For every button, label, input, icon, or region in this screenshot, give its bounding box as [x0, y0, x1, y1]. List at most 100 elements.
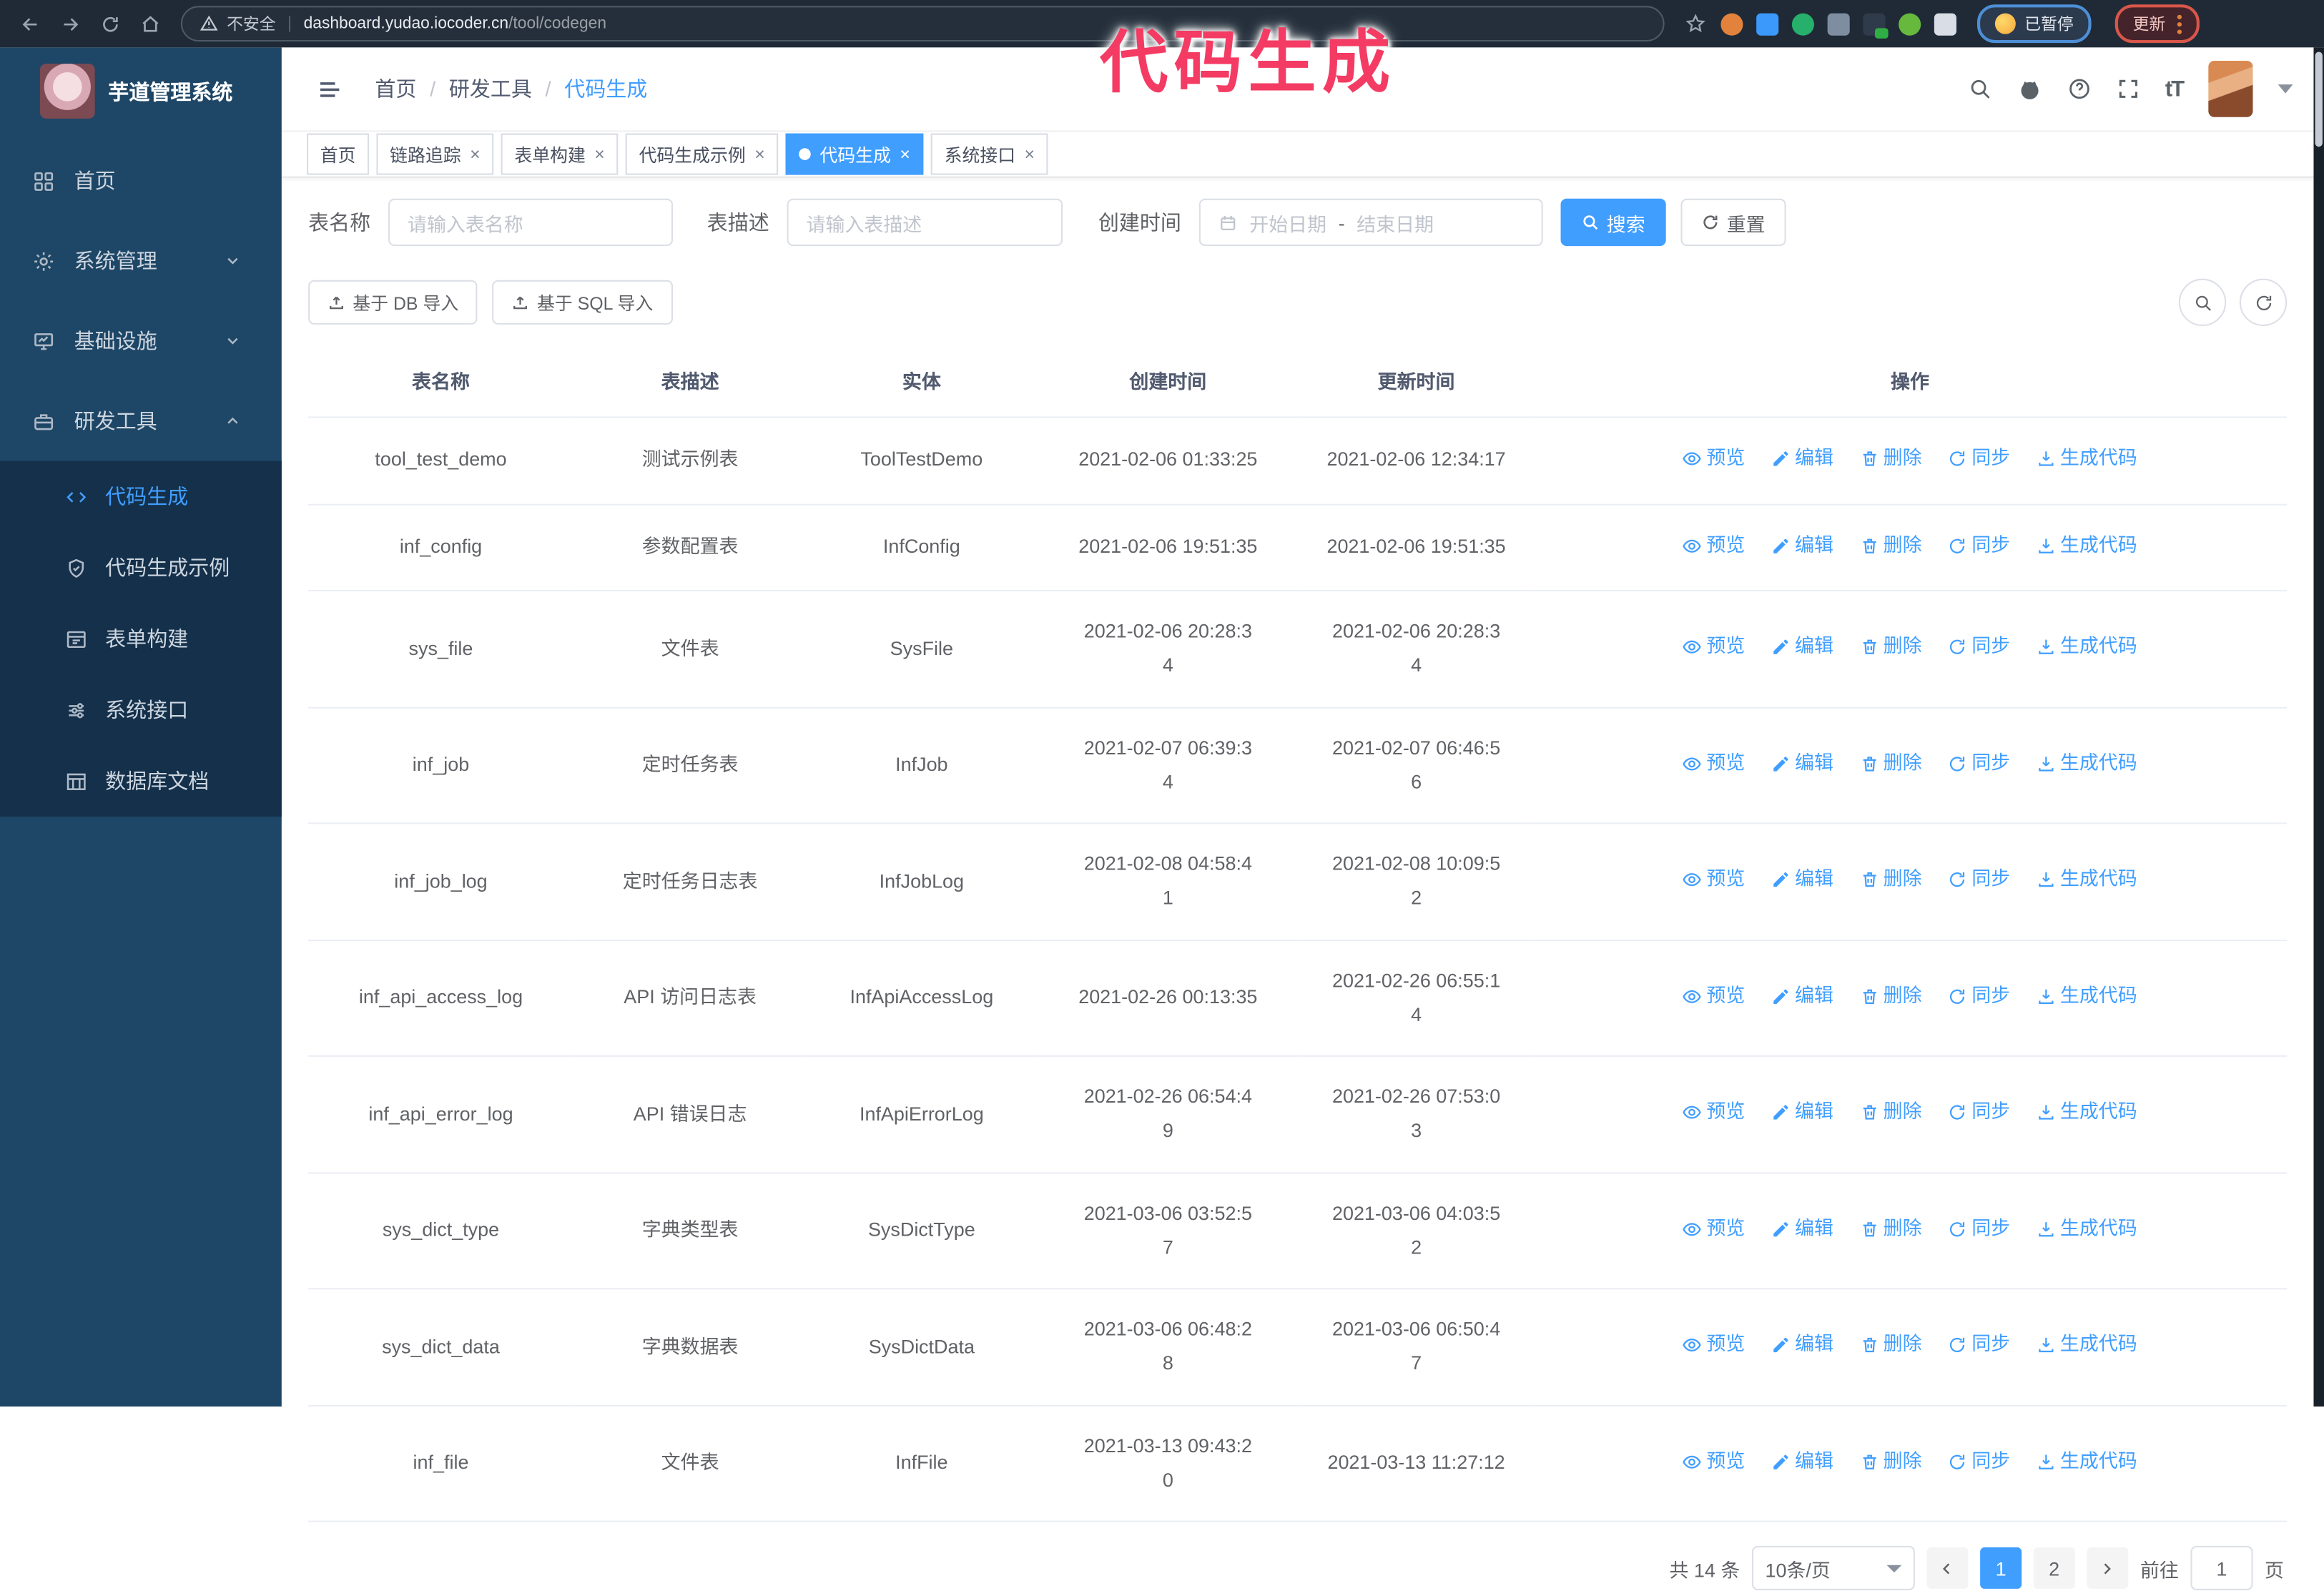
tab-codegen[interactable]: 代码生成 ×	[785, 133, 924, 175]
scrollbar[interactable]	[2313, 47, 2324, 1407]
reset-button[interactable]: 重置	[1680, 198, 1786, 247]
sidebar-item-infra[interactable]: 基础设施	[0, 301, 282, 381]
page-button-1[interactable]: 1	[1980, 1547, 2022, 1590]
sidebar-item-system[interactable]: 系统管理	[0, 221, 282, 301]
check-badge-extension-icon[interactable]	[1791, 12, 1814, 35]
edit-link[interactable]: 编辑	[1771, 1329, 1833, 1362]
forward-icon[interactable]	[61, 14, 80, 34]
preview-link[interactable]: 预览	[1683, 747, 1745, 780]
profile-paused-badge[interactable]: 已暂停	[1976, 4, 2092, 44]
next-page-button[interactable]	[2087, 1547, 2129, 1590]
sidebar-item-form-builder[interactable]: 表单构建	[0, 604, 282, 674]
puzzle-extension-icon[interactable]	[1934, 12, 1956, 35]
page-button-2[interactable]: 2	[2033, 1547, 2075, 1590]
edit-link[interactable]: 编辑	[1771, 863, 1833, 897]
preview-link[interactable]: 预览	[1683, 1444, 1745, 1478]
gem-extension-icon[interactable]	[1756, 12, 1779, 35]
github-icon[interactable]	[2017, 77, 2042, 102]
sidebar-item-devtools[interactable]: 研发工具	[0, 381, 282, 461]
table-desc-input[interactable]: 请输入表描述	[787, 198, 1063, 247]
generate-code-link[interactable]: 生成代码	[2037, 442, 2137, 476]
generate-code-link[interactable]: 生成代码	[2037, 863, 2137, 897]
sync-link[interactable]: 同步	[1948, 1212, 2010, 1246]
monkey-extension-icon[interactable]	[1899, 12, 1921, 35]
sync-link[interactable]: 同步	[1948, 1095, 2010, 1129]
preview-link[interactable]: 预览	[1683, 528, 1745, 562]
sync-link[interactable]: 同步	[1948, 442, 2010, 476]
edit-link[interactable]: 编辑	[1771, 630, 1833, 664]
sync-link[interactable]: 同步	[1948, 979, 2010, 1013]
sync-link[interactable]: 同步	[1948, 630, 2010, 664]
preview-link[interactable]: 预览	[1683, 1329, 1745, 1362]
tab-home[interactable]: 首页	[307, 133, 370, 175]
sidebar-item-codegen-example[interactable]: 代码生成示例	[0, 532, 282, 603]
generate-code-link[interactable]: 生成代码	[2037, 630, 2137, 664]
edit-link[interactable]: 编辑	[1771, 528, 1833, 562]
sync-link[interactable]: 同步	[1948, 1329, 2010, 1362]
preview-link[interactable]: 预览	[1683, 863, 1745, 897]
sync-link[interactable]: 同步	[1948, 528, 2010, 562]
user-avatar[interactable]	[2208, 60, 2253, 117]
sync-link[interactable]: 同步	[1948, 1444, 2010, 1478]
delete-link[interactable]: 删除	[1859, 630, 1922, 664]
close-icon[interactable]: ×	[754, 144, 765, 165]
back-icon[interactable]	[21, 14, 40, 34]
reload-icon[interactable]	[101, 14, 120, 34]
help-icon[interactable]	[2067, 77, 2091, 101]
sync-link[interactable]: 同步	[1948, 863, 2010, 897]
generate-code-link[interactable]: 生成代码	[2037, 1212, 2137, 1246]
search-icon[interactable]	[1968, 77, 1991, 101]
preview-link[interactable]: 预览	[1683, 630, 1745, 664]
home-icon[interactable]	[141, 14, 160, 34]
delete-link[interactable]: 删除	[1859, 747, 1922, 780]
delete-link[interactable]: 删除	[1859, 1444, 1922, 1478]
sidebar-item-codegen[interactable]: 代码生成	[0, 461, 282, 532]
sidebar-item-db-doc[interactable]: 数据库文档	[0, 746, 282, 817]
tab-tracing[interactable]: 链路追踪 ×	[376, 133, 494, 175]
grid-extension-icon[interactable]	[1827, 12, 1850, 35]
edit-link[interactable]: 编辑	[1771, 979, 1833, 1013]
generate-code-link[interactable]: 生成代码	[2037, 1444, 2137, 1478]
table-name-input[interactable]: 请输入表名称	[388, 198, 674, 247]
delete-link[interactable]: 删除	[1859, 863, 1922, 897]
edit-link[interactable]: 编辑	[1771, 747, 1833, 780]
font-size-icon[interactable]: tT	[2165, 76, 2185, 102]
delete-link[interactable]: 删除	[1859, 528, 1922, 562]
close-icon[interactable]: ×	[900, 144, 910, 165]
preview-link[interactable]: 预览	[1683, 979, 1745, 1013]
close-icon[interactable]: ×	[1024, 144, 1035, 165]
on-switch-extension-icon[interactable]	[1863, 12, 1889, 38]
edit-link[interactable]: 编辑	[1771, 442, 1833, 476]
breadcrumb-group[interactable]: 研发工具	[448, 77, 532, 101]
close-icon[interactable]: ×	[594, 144, 605, 165]
fullscreen-icon[interactable]	[2116, 77, 2140, 101]
edit-link[interactable]: 编辑	[1771, 1212, 1833, 1246]
delete-link[interactable]: 删除	[1859, 979, 1922, 1013]
tab-system-api[interactable]: 系统接口 ×	[930, 133, 1048, 175]
app-logo-row[interactable]: 芋道管理系统	[0, 47, 282, 133]
address-bar[interactable]: 不安全 | dashboard.yudao.iocoder.cn/tool/co…	[180, 6, 1665, 42]
sidebar-item-system-api[interactable]: 系统接口	[0, 674, 282, 745]
preview-link[interactable]: 预览	[1683, 1212, 1745, 1246]
goto-page-input[interactable]: 1	[2190, 1546, 2253, 1591]
generate-code-link[interactable]: 生成代码	[2037, 747, 2137, 780]
sidebar-item-home[interactable]: 首页	[0, 141, 282, 221]
close-icon[interactable]: ×	[470, 144, 481, 165]
delete-link[interactable]: 删除	[1859, 1212, 1922, 1246]
prev-page-button[interactable]	[1926, 1547, 1969, 1590]
preview-link[interactable]: 预览	[1683, 442, 1745, 476]
search-button[interactable]: 搜索	[1560, 198, 1666, 247]
browser-menu-icon[interactable]	[2177, 14, 2182, 34]
preview-link[interactable]: 预览	[1683, 1095, 1745, 1129]
avatar-caret-icon[interactable]	[2278, 84, 2293, 94]
delete-link[interactable]: 删除	[1859, 1329, 1922, 1362]
scrollbar-thumb[interactable]	[2315, 51, 2323, 147]
delete-link[interactable]: 删除	[1859, 442, 1922, 476]
generate-code-link[interactable]: 生成代码	[2037, 1329, 2137, 1362]
tab-codegen-example[interactable]: 代码生成示例 ×	[625, 133, 779, 175]
bookmark-star-icon[interactable]	[1685, 14, 1706, 34]
generate-code-link[interactable]: 生成代码	[2037, 528, 2137, 562]
toggle-search-button[interactable]	[2178, 278, 2227, 326]
edit-link[interactable]: 编辑	[1771, 1095, 1833, 1129]
hamburger-icon[interactable]	[317, 77, 343, 102]
